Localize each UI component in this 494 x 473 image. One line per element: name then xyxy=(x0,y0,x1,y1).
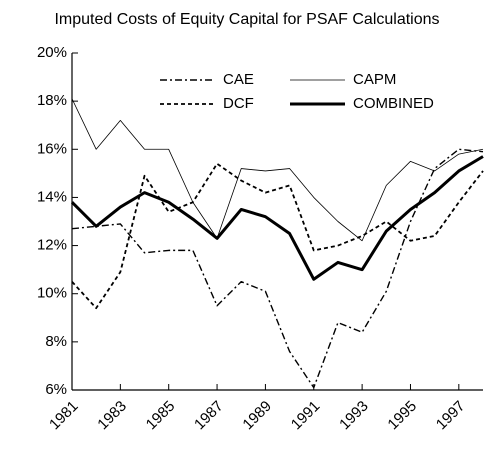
y-tick-label: 14% xyxy=(37,188,67,205)
x-tick-label: 1993 xyxy=(336,398,372,434)
y-tick-label: 18% xyxy=(37,92,67,109)
x-tick-label: 1981 xyxy=(46,398,82,434)
y-tick-label: 8% xyxy=(45,333,67,350)
y-tick-label: 20% xyxy=(37,44,67,61)
chart-title: Imputed Costs of Equity Capital for PSAF… xyxy=(54,11,439,28)
y-tick-label: 10% xyxy=(37,285,67,302)
x-tick-label: 1983 xyxy=(94,398,130,434)
series-line xyxy=(71,148,484,389)
x-tick-label: 1991 xyxy=(288,398,324,434)
x-tick-label: 1989 xyxy=(239,398,275,434)
x-tick-label: 1985 xyxy=(143,398,179,434)
y-tick-label: 16% xyxy=(37,140,67,157)
legend-label: CAE xyxy=(223,71,254,88)
x-tick-label: 1987 xyxy=(191,398,227,434)
series-line xyxy=(70,155,484,281)
legend-label: COMBINED xyxy=(353,95,434,112)
legend-label: CAPM xyxy=(353,71,396,88)
y-tick-label: 6% xyxy=(45,381,67,398)
x-tick-label: 1995 xyxy=(384,398,420,434)
series-line xyxy=(71,98,484,242)
y-tick-label: 12% xyxy=(37,237,67,254)
legend-label: DCF xyxy=(223,95,254,112)
series-line xyxy=(71,162,484,310)
x-tick-label: 1997 xyxy=(433,398,469,434)
